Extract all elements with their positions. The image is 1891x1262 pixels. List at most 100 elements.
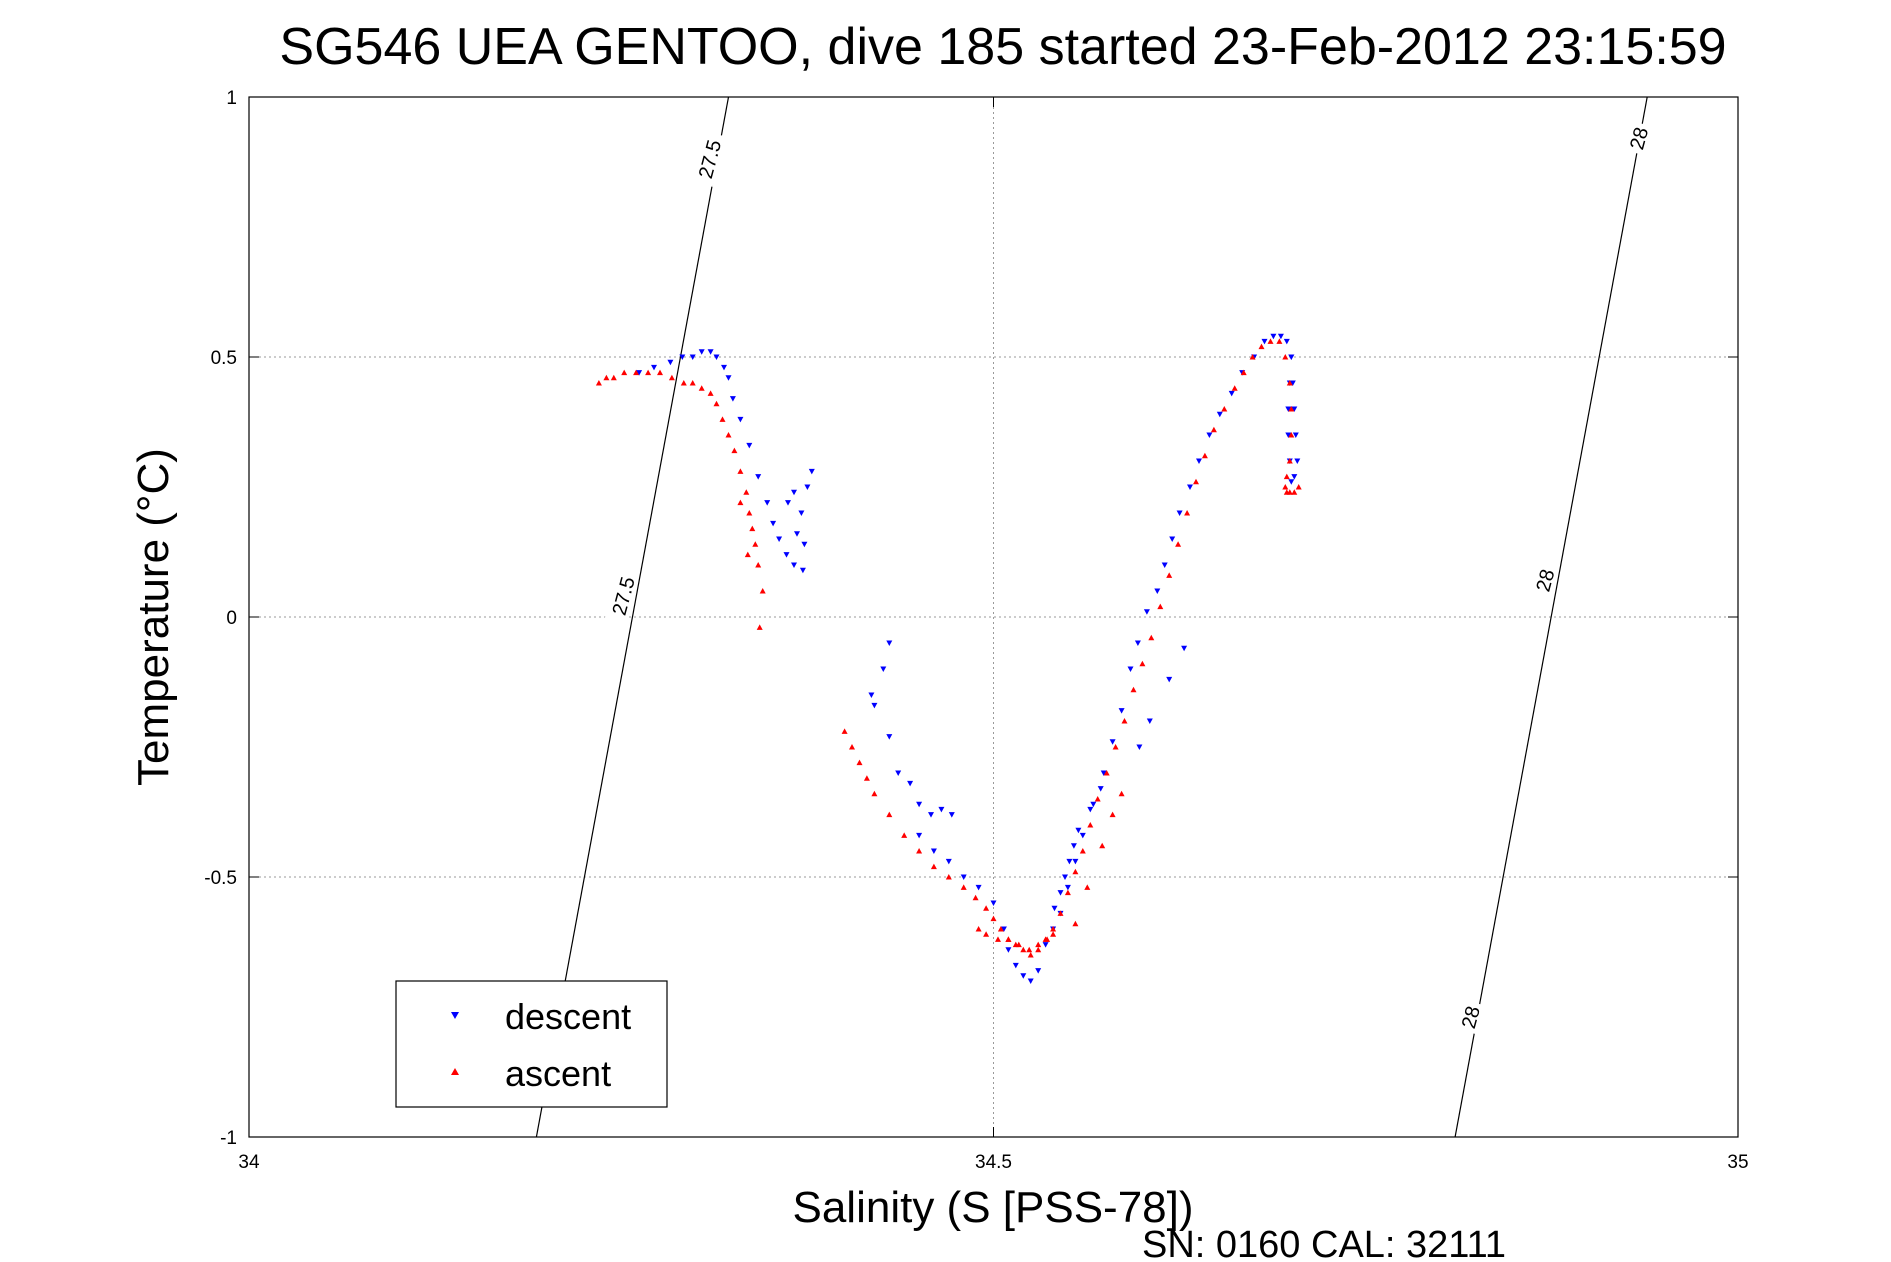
ascent-point — [698, 385, 705, 391]
descent-point — [1161, 562, 1168, 568]
descent-point — [1027, 978, 1034, 984]
ascent-point — [1015, 941, 1022, 948]
ascent-point — [610, 374, 617, 381]
x-axis-label: Salinity (S [PSS-78]) — [792, 1183, 1193, 1232]
ascent-point — [595, 380, 602, 386]
isopycnal-label: 27.5 — [609, 575, 640, 618]
descent-point — [886, 640, 893, 646]
descent-point — [907, 780, 914, 787]
ascent-point — [746, 510, 753, 516]
ascent-point — [983, 931, 990, 937]
descent-point — [794, 531, 800, 537]
descent-point — [1042, 942, 1049, 948]
ascent-point — [1286, 458, 1293, 464]
descent-point — [1228, 390, 1235, 397]
ascent-point — [856, 759, 863, 766]
ascent-point — [841, 728, 848, 734]
x-tick-label: 35 — [1727, 1152, 1748, 1173]
descent-point — [764, 500, 771, 506]
ascent-point — [707, 390, 714, 396]
legend-label-ascent: ascent — [505, 1053, 611, 1094]
ascent-point — [731, 447, 738, 454]
descent-point — [1270, 333, 1277, 340]
isopycnal-label-background — [1455, 999, 1485, 1035]
ascent-point — [1072, 868, 1079, 875]
ascent-point — [983, 905, 990, 911]
ascent-point — [1295, 484, 1302, 490]
descent-point — [689, 354, 696, 360]
descent-point — [1288, 479, 1295, 485]
ascent-point — [1112, 744, 1119, 750]
ascent-point — [997, 926, 1004, 932]
y-tick-label: -0.5 — [204, 868, 237, 889]
descent-point — [1079, 832, 1086, 839]
descent-point — [808, 468, 815, 475]
descent-point — [1090, 801, 1097, 808]
descent-point — [880, 666, 887, 672]
descent-point — [651, 364, 657, 371]
descent-point — [636, 370, 643, 376]
descent-point — [1294, 458, 1301, 464]
descent-point — [804, 484, 811, 490]
ascent-point — [755, 562, 762, 568]
descent-point — [1064, 884, 1071, 891]
descent-point — [1169, 536, 1176, 542]
descent-point — [801, 541, 808, 548]
isopycnal-line — [1454, 96, 1648, 1138]
ascent-point — [1050, 931, 1057, 937]
descent-point — [1291, 406, 1298, 412]
descent-point — [1292, 432, 1299, 438]
ascent-point — [645, 369, 652, 376]
descent-point — [1062, 874, 1068, 880]
descent-point — [783, 552, 790, 558]
descent-point — [1277, 333, 1284, 340]
ascent-point — [1240, 369, 1247, 376]
descent-point — [1285, 432, 1292, 438]
descent-point — [1012, 962, 1019, 969]
descent-point — [729, 396, 736, 402]
descent-point — [1285, 406, 1292, 412]
descent-point — [938, 806, 945, 813]
descent-point — [776, 536, 783, 542]
ascent-point — [1175, 541, 1182, 547]
ascent-point — [1099, 842, 1106, 849]
ascent-point — [1288, 406, 1295, 412]
descent-point — [737, 416, 744, 423]
descent-point — [916, 801, 923, 808]
descent-point — [1075, 827, 1082, 834]
legend-marker-ascent — [451, 1068, 459, 1075]
ascent-point — [1258, 343, 1265, 350]
descent-point — [1000, 926, 1007, 932]
ascent-point — [1094, 796, 1101, 802]
ascent-point — [1087, 822, 1094, 828]
isopycnals: 27.5 27.5 28 28 28 — [535, 96, 1653, 1138]
axis-ticks: 34 34.5 35 -1 -0.5 0 0.5 1 — [204, 88, 1748, 1173]
ascent-point — [945, 874, 952, 880]
ascent-point — [1035, 946, 1042, 953]
descent-point — [895, 770, 902, 776]
ascent-point — [719, 416, 726, 422]
ascent-point — [1166, 572, 1173, 578]
ascent-point — [737, 468, 744, 474]
isopycnal-label-group: 27.5 — [691, 130, 726, 187]
isopycnal-label-group: 28 — [1529, 562, 1559, 598]
ascent-point — [1044, 936, 1051, 942]
y-axis-label: Temperature (°C) — [129, 448, 178, 786]
ascent-point — [1103, 770, 1110, 776]
ascent-point — [995, 936, 1001, 942]
descent-point — [1072, 858, 1079, 865]
ascent-point — [1050, 926, 1057, 932]
ascent-point — [1079, 848, 1086, 854]
chart-title: SG546 UEA GENTOO, dive 185 started 23-Fe… — [279, 18, 1726, 76]
legend-box — [395, 980, 668, 1108]
ascent-point — [849, 744, 855, 750]
ascent-point — [1130, 686, 1137, 693]
ascent-point — [1084, 884, 1091, 890]
ascent-point — [1157, 603, 1164, 610]
ascent-point — [1184, 510, 1191, 516]
ascent-point — [901, 832, 908, 838]
ascent-point — [960, 884, 967, 890]
ascent-point — [756, 624, 763, 630]
data-series — [595, 333, 1302, 984]
